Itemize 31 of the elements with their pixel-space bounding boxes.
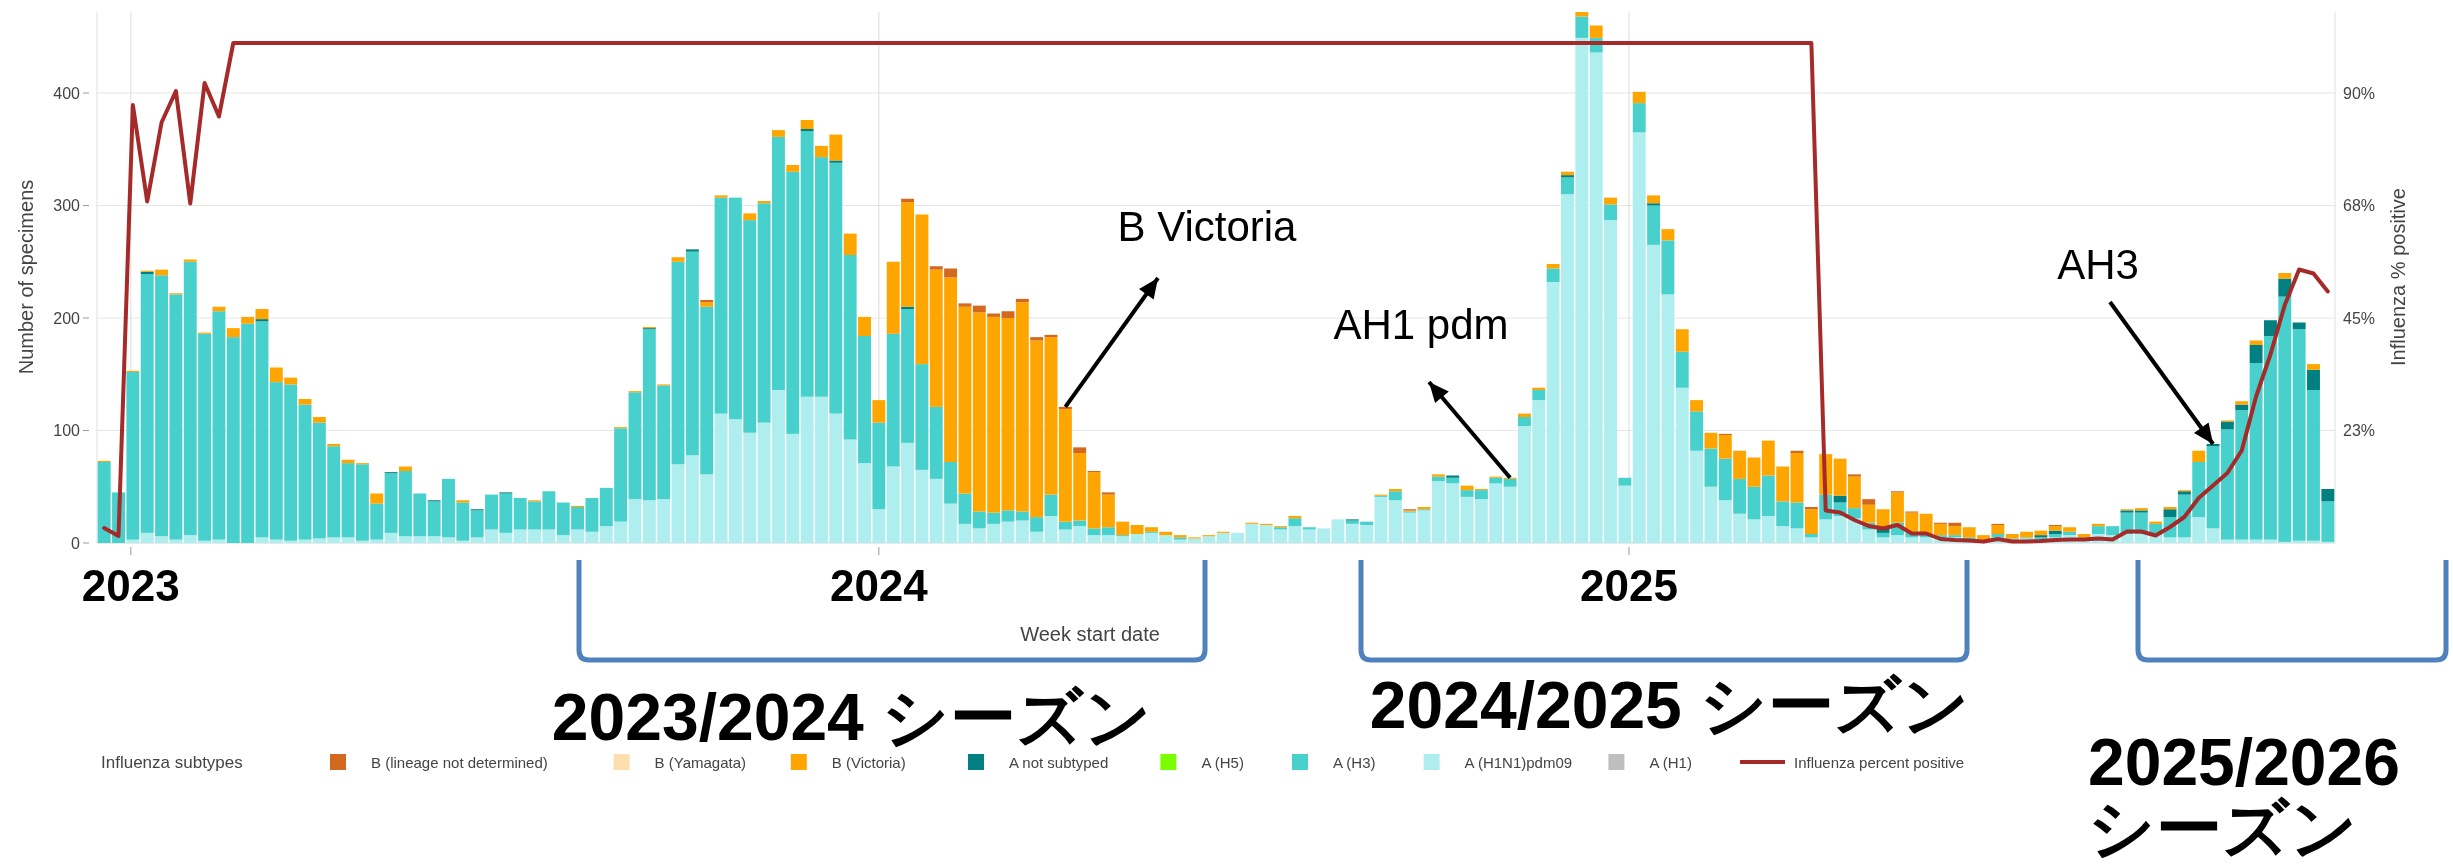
y-tick-label: 300 — [53, 197, 81, 214]
annotation: AH3 — [2057, 240, 2139, 288]
annotation: AH1 pdm — [1333, 300, 1509, 348]
y-tick-label: 100 — [53, 422, 81, 439]
y2-axis-title: Influenza % positive — [2387, 188, 2409, 366]
x-tick-label: 2025 — [1580, 561, 1678, 610]
annotation: B Victoria — [1117, 202, 1298, 250]
text: 2023/2024 シーズン — [551, 680, 1153, 754]
legend-label: A (H5) — [1201, 753, 1244, 771]
y2-tick-label: 23% — [2343, 422, 2376, 439]
y2-tick-label: 68% — [2343, 197, 2376, 214]
legend-label: A (H1N1)pdm09 — [1464, 753, 1573, 771]
legend-label: A not subtyped — [1009, 753, 1109, 771]
x-tick-label: 2023 — [81, 561, 180, 610]
x-tick-label: 2024 — [829, 561, 929, 610]
y-tick-label: 0 — [71, 534, 81, 552]
x-axis-title: Week start date — [1020, 623, 1160, 645]
y2-tick-label: 45% — [2343, 309, 2376, 327]
legend-label: B (Victoria) — [831, 753, 906, 771]
legend-label: A (H3) — [1333, 753, 1376, 771]
legend-label: Influenza percent positive — [1794, 753, 1965, 771]
text: 2024/2025 シーズン — [1369, 668, 1971, 742]
legend-label: A (H1) — [1649, 753, 1692, 771]
legend-label: B (lineage not determined) — [371, 753, 548, 771]
y-axis-title: Number of specimens — [15, 179, 37, 375]
legend-title: Influenza subtypes — [101, 752, 243, 772]
y-tick-label: 400 — [53, 84, 81, 102]
text: 2025/2026 シーズン — [2088, 725, 2400, 865]
legend-label: B (Yamagata) — [654, 753, 747, 771]
y-tick-label: 200 — [53, 309, 81, 327]
y2-tick-label: 90% — [2343, 84, 2376, 102]
